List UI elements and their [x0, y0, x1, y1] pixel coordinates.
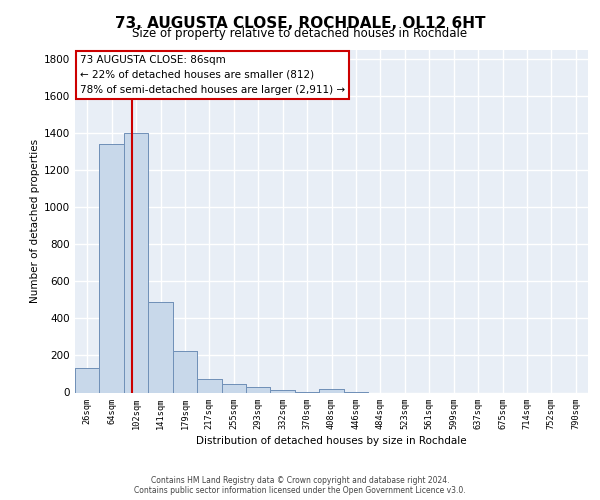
Text: Size of property relative to detached houses in Rochdale: Size of property relative to detached ho…: [133, 28, 467, 40]
Bar: [271, 390, 295, 392]
Bar: [75, 368, 100, 392]
Bar: [197, 378, 221, 392]
Bar: [319, 389, 344, 392]
Bar: [246, 388, 271, 392]
Bar: [221, 384, 246, 392]
Bar: [124, 134, 148, 392]
Bar: [100, 144, 124, 392]
Text: 73, AUGUSTA CLOSE, ROCHDALE, OL12 6HT: 73, AUGUSTA CLOSE, ROCHDALE, OL12 6HT: [115, 16, 485, 31]
Text: 73 AUGUSTA CLOSE: 86sqm
← 22% of detached houses are smaller (812)
78% of semi-d: 73 AUGUSTA CLOSE: 86sqm ← 22% of detache…: [80, 55, 345, 94]
Text: Contains public sector information licensed under the Open Government Licence v3: Contains public sector information licen…: [134, 486, 466, 495]
Bar: [319, 389, 344, 392]
Bar: [197, 378, 221, 392]
Bar: [173, 351, 197, 393]
Text: Contains HM Land Registry data © Crown copyright and database right 2024.: Contains HM Land Registry data © Crown c…: [151, 476, 449, 485]
Bar: [173, 351, 197, 393]
Bar: [271, 390, 295, 392]
Bar: [124, 134, 148, 392]
Bar: [75, 368, 100, 392]
Bar: [221, 384, 246, 392]
Bar: [148, 302, 173, 392]
X-axis label: Distribution of detached houses by size in Rochdale: Distribution of detached houses by size …: [196, 436, 467, 446]
Y-axis label: Number of detached properties: Number of detached properties: [30, 139, 40, 304]
Bar: [246, 388, 271, 392]
Bar: [100, 144, 124, 392]
Bar: [148, 302, 173, 392]
